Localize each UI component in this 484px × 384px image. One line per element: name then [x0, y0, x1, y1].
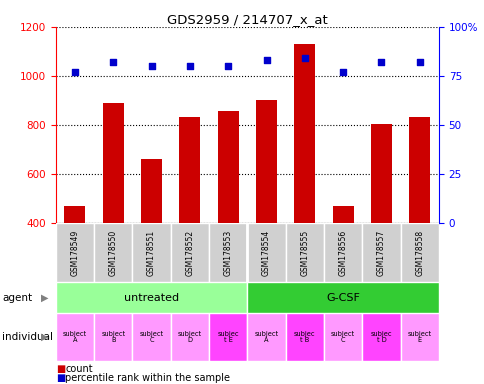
Point [262, 57, 270, 63]
Text: GSM178551: GSM178551 [147, 229, 156, 276]
FancyBboxPatch shape [132, 223, 170, 282]
Text: count: count [65, 364, 93, 374]
FancyBboxPatch shape [132, 313, 170, 361]
Text: GSM178553: GSM178553 [223, 229, 232, 276]
Point [338, 69, 346, 75]
Bar [217, 111, 238, 223]
FancyBboxPatch shape [247, 282, 438, 313]
Bar [408, 118, 429, 223]
Text: untreated: untreated [124, 293, 179, 303]
Text: G-CSF: G-CSF [326, 293, 359, 303]
FancyBboxPatch shape [209, 223, 247, 282]
Text: GSM178558: GSM178558 [414, 229, 424, 276]
Bar [370, 124, 391, 223]
FancyBboxPatch shape [56, 282, 247, 313]
FancyBboxPatch shape [323, 313, 362, 361]
Bar [332, 205, 353, 223]
Text: GSM178556: GSM178556 [338, 229, 347, 276]
Text: subject
C: subject C [331, 331, 354, 343]
Point [109, 59, 117, 65]
Text: GSM178557: GSM178557 [376, 229, 385, 276]
Text: GSM178555: GSM178555 [300, 229, 309, 276]
Text: subject
E: subject E [407, 331, 431, 343]
Bar [103, 103, 123, 223]
Text: subjec
t B: subjec t B [293, 331, 315, 343]
Text: subjec
t E: subjec t E [217, 331, 239, 343]
Point [147, 63, 155, 69]
Text: subject
D: subject D [178, 331, 201, 343]
FancyBboxPatch shape [400, 223, 438, 282]
Text: GSM178552: GSM178552 [185, 229, 194, 276]
Text: percentile rank within the sample: percentile rank within the sample [65, 373, 230, 383]
Point [300, 55, 308, 61]
Text: GSM178554: GSM178554 [261, 229, 271, 276]
FancyBboxPatch shape [209, 313, 247, 361]
Text: subject
A: subject A [254, 331, 278, 343]
FancyBboxPatch shape [362, 223, 400, 282]
Title: GDS2959 / 214707_x_at: GDS2959 / 214707_x_at [166, 13, 327, 26]
FancyBboxPatch shape [94, 313, 132, 361]
Bar [64, 205, 85, 223]
FancyBboxPatch shape [170, 223, 209, 282]
Text: GSM178550: GSM178550 [108, 229, 118, 276]
FancyBboxPatch shape [170, 313, 209, 361]
Bar [141, 159, 162, 223]
Text: subject
B: subject B [101, 331, 125, 343]
FancyBboxPatch shape [323, 223, 362, 282]
Text: ■: ■ [56, 373, 65, 383]
Text: subject
A: subject A [63, 331, 87, 343]
Point [71, 69, 78, 75]
FancyBboxPatch shape [56, 223, 94, 282]
FancyBboxPatch shape [285, 313, 323, 361]
Text: ▶: ▶ [41, 293, 48, 303]
Text: GSM178549: GSM178549 [70, 229, 79, 276]
Bar [179, 118, 200, 223]
Text: ■: ■ [56, 364, 65, 374]
Point [185, 63, 193, 69]
Text: individual: individual [2, 332, 53, 342]
Point [415, 59, 423, 65]
Text: subject
C: subject C [139, 331, 163, 343]
FancyBboxPatch shape [362, 313, 400, 361]
Bar [294, 44, 315, 223]
Bar [256, 100, 276, 223]
FancyBboxPatch shape [56, 313, 94, 361]
FancyBboxPatch shape [247, 313, 285, 361]
Point [224, 63, 231, 69]
Text: agent: agent [2, 293, 32, 303]
FancyBboxPatch shape [400, 313, 438, 361]
Point [377, 59, 384, 65]
FancyBboxPatch shape [94, 223, 132, 282]
FancyBboxPatch shape [285, 223, 323, 282]
FancyBboxPatch shape [247, 223, 285, 282]
Text: subjec
t D: subjec t D [370, 331, 392, 343]
Text: ▶: ▶ [41, 332, 48, 342]
